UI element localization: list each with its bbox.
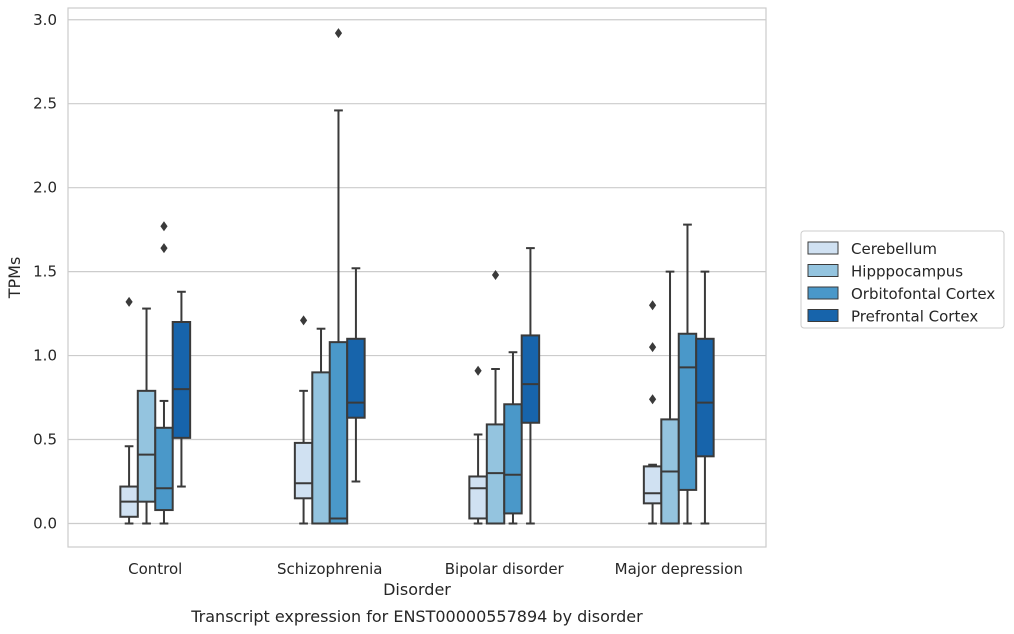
legend-label: Hipppocampus — [851, 263, 963, 281]
outlier-marker — [648, 342, 657, 353]
box-body — [293, 441, 314, 500]
y-tick-label: 1.0 — [33, 347, 57, 365]
outlier-marker — [474, 365, 482, 376]
box-plot — [677, 223, 698, 525]
y-tick-label: 0.5 — [33, 431, 57, 449]
box-body — [695, 337, 715, 458]
box-plot — [154, 221, 174, 525]
box-plot — [119, 296, 139, 525]
legend-label: Cerebellum — [851, 240, 937, 258]
outlier-marker — [491, 269, 500, 280]
box-plot — [660, 270, 680, 525]
x-tick-label: Bipolar disorder — [445, 560, 565, 578]
figure-caption: Transcript expression for ENST0000055789… — [190, 607, 643, 626]
box-plot — [293, 315, 314, 525]
box-body — [468, 475, 488, 520]
outlier-marker — [125, 296, 133, 307]
outlier-marker — [160, 221, 168, 232]
box-body — [677, 332, 698, 491]
x-tick-label: Schizophrenia — [277, 560, 382, 578]
box-body — [171, 320, 192, 439]
box-plot — [468, 365, 488, 525]
x-tick-label: Major depression — [615, 560, 743, 578]
outlier-marker — [160, 243, 168, 254]
box-plot — [695, 270, 715, 525]
box-body — [346, 337, 366, 419]
box-body — [642, 465, 663, 505]
y-axis-title: TPMs — [5, 257, 24, 300]
outlier-marker — [334, 28, 343, 39]
box-plot — [642, 300, 663, 525]
box-body — [311, 371, 331, 525]
box-plots — [119, 28, 715, 525]
legend-label: Prefrontal Cortex — [851, 308, 978, 326]
y-tick-label: 3.0 — [33, 11, 57, 29]
box-plot — [136, 307, 157, 525]
legend-frame — [800, 230, 1005, 329]
box-plot — [346, 267, 366, 483]
y-tick-label: 2.0 — [33, 179, 57, 197]
box-body — [520, 334, 541, 424]
box-body — [136, 389, 157, 503]
legend-swatch — [807, 286, 839, 300]
outlier-marker — [648, 300, 657, 311]
x-tick-label: Control — [128, 560, 182, 578]
box-body — [328, 341, 349, 525]
y-tick-label: 0.0 — [33, 514, 57, 532]
x-tick-labels: Control Schizophrenia Bipolar disorder Majo… — [128, 560, 743, 578]
box-body — [503, 403, 523, 515]
y-tick-labels: 0.0 0.5 1.0 1.5 2.0 2.5 3.0 — [33, 11, 57, 533]
legend: Cerebellum Hipppocampus Orbitofontal Corte… — [800, 230, 1005, 329]
x-axis-title: Disorder — [383, 580, 451, 599]
outlier-marker — [299, 315, 308, 326]
box-plot — [485, 269, 506, 525]
box-plot — [171, 290, 192, 488]
box-plot — [311, 327, 331, 525]
legend-swatch — [807, 309, 839, 322]
box-plot — [520, 247, 541, 525]
y-tick-label: 2.5 — [33, 95, 57, 113]
box-body — [154, 426, 174, 512]
legend-swatch — [807, 241, 839, 255]
outlier-marker — [648, 394, 657, 405]
plot-frame — [67, 7, 767, 548]
box-plot — [503, 351, 523, 525]
box-plot — [328, 28, 349, 525]
legend-label: Orbitofontal Cortex — [851, 285, 995, 303]
legend-swatch — [807, 264, 839, 277]
y-tick-label: 1.5 — [33, 263, 57, 281]
